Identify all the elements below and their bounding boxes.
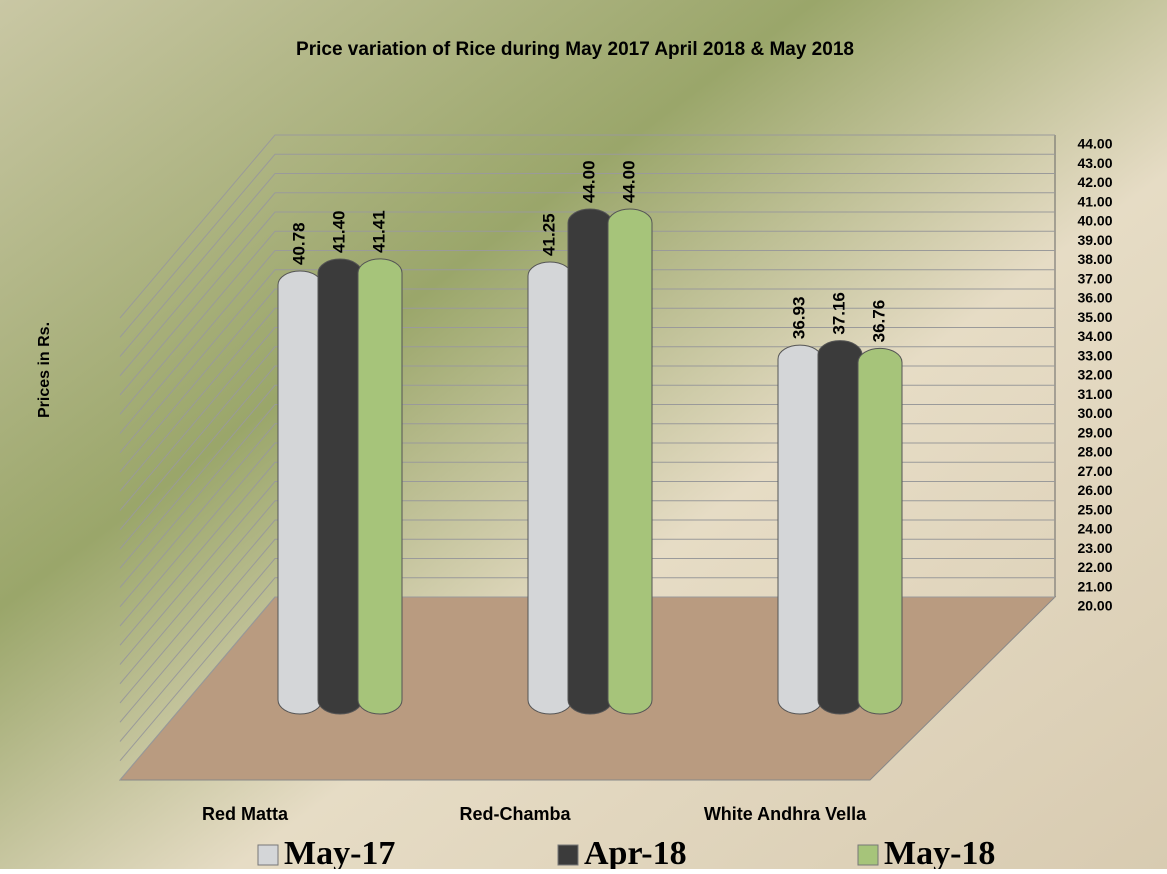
bar bbox=[857, 347, 903, 715]
grid-line bbox=[119, 269, 1055, 454]
bar bbox=[357, 258, 403, 715]
grid-line bbox=[119, 192, 1055, 377]
grid-line bbox=[119, 327, 1055, 511]
y-tick-label: 34.00 bbox=[1077, 328, 1112, 344]
bar bbox=[607, 208, 653, 715]
bar bbox=[527, 261, 573, 715]
grid-line bbox=[119, 211, 1055, 396]
value-label: 37.16 bbox=[829, 292, 848, 335]
value-label: 44.00 bbox=[579, 160, 598, 203]
y-tick-label: 37.00 bbox=[1077, 270, 1112, 286]
value-label: 36.76 bbox=[869, 300, 888, 343]
y-tick-label: 26.00 bbox=[1077, 482, 1112, 498]
y-tick-label: 41.00 bbox=[1077, 193, 1112, 209]
legend-label: Apr-18 bbox=[584, 835, 687, 869]
bar bbox=[817, 340, 863, 715]
value-label: 41.40 bbox=[329, 211, 348, 254]
y-tick-label: 42.00 bbox=[1077, 174, 1112, 190]
grid-line bbox=[119, 250, 1055, 434]
value-label: 44.00 bbox=[619, 160, 638, 203]
y-tick-label: 32.00 bbox=[1077, 367, 1112, 383]
y-tick-label: 30.00 bbox=[1077, 405, 1112, 421]
grid-line bbox=[119, 173, 1055, 357]
y-tick-label: 40.00 bbox=[1077, 213, 1112, 229]
y-tick-label: 36.00 bbox=[1077, 290, 1112, 306]
grid-line bbox=[119, 307, 1055, 492]
chart-title: Price variation of Rice during May 2017 … bbox=[296, 39, 854, 60]
y-tick-label: 24.00 bbox=[1077, 521, 1112, 537]
bar bbox=[777, 344, 823, 715]
legend-swatch bbox=[557, 844, 579, 866]
y-tick-label: 27.00 bbox=[1077, 463, 1112, 479]
x-tick-label: Red-Chamba bbox=[459, 804, 571, 824]
y-tick-label: 20.00 bbox=[1077, 598, 1112, 614]
y-tick-label: 28.00 bbox=[1077, 444, 1112, 460]
grid-line bbox=[119, 153, 1055, 338]
y-tick-label: 21.00 bbox=[1077, 578, 1112, 594]
value-label: 41.41 bbox=[369, 210, 388, 253]
y-tick-label: 43.00 bbox=[1077, 155, 1112, 171]
y-axis-label: Prices in Rs. bbox=[36, 322, 53, 418]
bar bbox=[277, 270, 323, 715]
y-tick-label: 44.00 bbox=[1077, 136, 1112, 152]
y-tick-label: 25.00 bbox=[1077, 501, 1112, 517]
grid-line bbox=[119, 288, 1055, 473]
value-label: 36.93 bbox=[789, 297, 808, 340]
y-tick-label: 23.00 bbox=[1077, 540, 1112, 556]
grid-line bbox=[119, 230, 1055, 415]
y-tick-label: 22.00 bbox=[1077, 559, 1112, 575]
value-label: 40.78 bbox=[289, 222, 308, 265]
bar bbox=[317, 258, 363, 715]
y-tick-label: 29.00 bbox=[1077, 424, 1112, 440]
x-tick-label: White Andhra Vella bbox=[704, 804, 867, 824]
legend-swatch bbox=[857, 844, 879, 866]
legend-swatch bbox=[257, 844, 279, 866]
y-tick-label: 38.00 bbox=[1077, 251, 1112, 267]
legend-label: May-17 bbox=[284, 835, 395, 869]
value-label: 41.25 bbox=[539, 213, 558, 256]
bar bbox=[567, 208, 613, 715]
x-tick-label: Red Matta bbox=[202, 804, 289, 824]
legend-label: May-18 bbox=[884, 835, 995, 869]
y-tick-label: 31.00 bbox=[1077, 386, 1112, 402]
y-tick-label: 35.00 bbox=[1077, 309, 1112, 325]
y-tick-label: 33.00 bbox=[1077, 347, 1112, 363]
grid-line bbox=[119, 134, 1055, 319]
y-tick-label: 39.00 bbox=[1077, 232, 1112, 248]
